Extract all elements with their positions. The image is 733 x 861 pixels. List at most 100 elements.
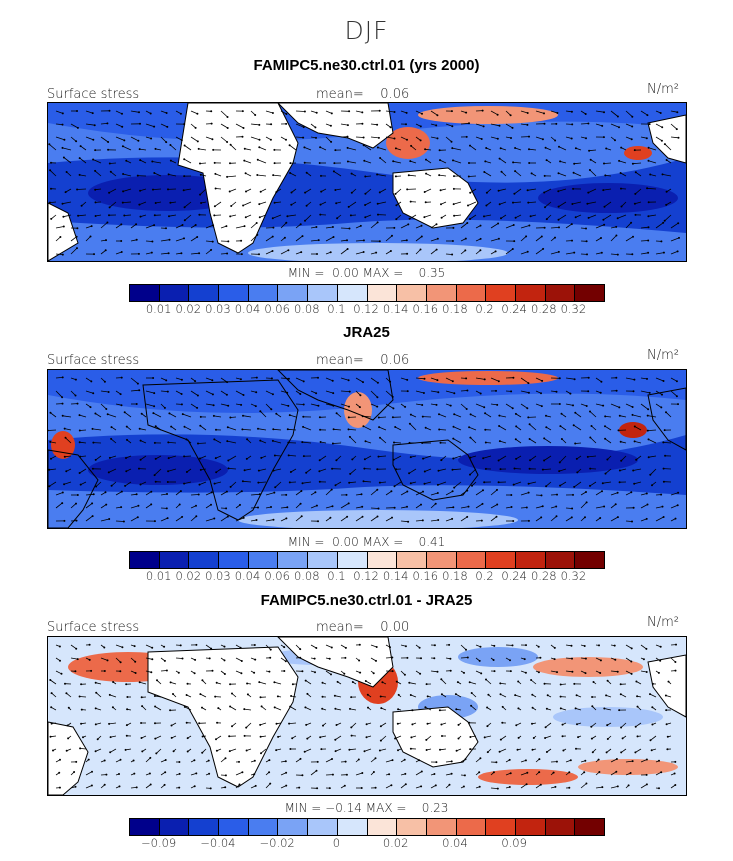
- wind-vector-head: [468, 426, 471, 429]
- wind-vector-head: [647, 251, 650, 254]
- wind-vector-head: [496, 113, 499, 116]
- colorbar-cell: [308, 552, 338, 568]
- wind-vector-head: [216, 721, 219, 724]
- wind-vector-head: [178, 786, 181, 789]
- wind-vector: [520, 772, 528, 776]
- wind-vector-head: [409, 160, 412, 163]
- wind-vector-head: [673, 772, 676, 775]
- wind-vector-head: [139, 483, 142, 486]
- wind-vector-head: [150, 503, 153, 506]
- wind-vector-head: [119, 758, 122, 761]
- wind-vector-head: [95, 691, 98, 694]
- wind-vector: [130, 377, 139, 384]
- wind-vector-head: [270, 123, 273, 126]
- wind-vector-head: [557, 190, 560, 193]
- wind-vector-head: [358, 643, 361, 646]
- wind-vector-head: [183, 206, 186, 209]
- colorbar-cell: [130, 552, 160, 568]
- wind-vector-head: [483, 481, 486, 484]
- wind-vector-head: [215, 471, 218, 474]
- wind-vector-head: [120, 223, 123, 226]
- wind-vector: [655, 390, 663, 395]
- wind-vector-head: [545, 751, 548, 753]
- wind-vector-head: [61, 402, 64, 405]
- wind-vector: [70, 247, 78, 255]
- wind-vector-head: [289, 162, 292, 165]
- wind-vector-head: [439, 159, 441, 162]
- colorbar-cell: [486, 819, 516, 835]
- wind-vector-head: [467, 175, 470, 178]
- wind-vector-head: [298, 786, 301, 789]
- wind-vector-head: [318, 416, 321, 419]
- wind-vector-head: [666, 748, 669, 751]
- wind-vector-head: [571, 670, 574, 673]
- wind-vector: [220, 123, 228, 129]
- wind-vector-head: [379, 725, 382, 728]
- wind-vector: [595, 786, 603, 789]
- wind-vector-head: [662, 251, 665, 254]
- wind-vector-head: [75, 647, 78, 650]
- wind-vector-head: [616, 491, 619, 494]
- wind-vector-head: [501, 705, 504, 708]
- wind-vector: [287, 428, 297, 431]
- wind-vector-head: [288, 414, 291, 417]
- wind-vector-head: [469, 144, 471, 147]
- wind-vector-head: [391, 234, 393, 237]
- wind-vector-head: [542, 247, 545, 250]
- wind-vector: [349, 748, 357, 751]
- wind-vector: [130, 505, 139, 509]
- wind-vector: [274, 481, 282, 488]
- wind-vector: [634, 426, 642, 431]
- wind-vector: [55, 253, 63, 255]
- wind-vector: [610, 110, 619, 117]
- wind-vector-head: [120, 506, 123, 509]
- wind-vector: [139, 188, 147, 192]
- wind-vector: [245, 722, 252, 728]
- wind-vector: [655, 403, 662, 408]
- wind-vector-head: [90, 669, 93, 672]
- colorbar-cell: [545, 285, 576, 301]
- wind-vector: [347, 161, 357, 164]
- wind-vector: [130, 110, 140, 113]
- wind-vector: [85, 503, 93, 509]
- wind-vector: [505, 248, 514, 255]
- wind-vector: [469, 468, 477, 475]
- wind-vector: [379, 748, 387, 751]
- wind-vector-head: [395, 204, 398, 207]
- wind-vector: [265, 403, 272, 410]
- wind-vector-head: [605, 751, 608, 754]
- wind-vector-head: [50, 706, 53, 709]
- colorbar-tick-label: 0.02: [382, 836, 409, 850]
- wind-vector-head: [466, 389, 469, 392]
- colorbar-cell: [189, 819, 220, 835]
- wind-vector: [340, 123, 348, 126]
- wind-vector-head: [180, 139, 183, 142]
- wind-vector-head: [239, 646, 242, 649]
- wind-vector-head: [77, 214, 80, 217]
- wind-vector-head: [361, 415, 364, 418]
- wind-vector-head: [544, 737, 547, 739]
- wind-vector-head: [451, 147, 454, 150]
- wind-vector: [260, 722, 267, 726]
- wind-vector-head: [110, 484, 113, 487]
- wind-vector: [325, 489, 332, 496]
- wind-vector-head: [425, 738, 428, 741]
- wind-vector-head: [645, 758, 648, 761]
- wind-vector: [273, 468, 282, 471]
- colorbar-cell: [248, 819, 279, 835]
- wind-vector-head: [404, 405, 407, 408]
- wind-vector-head: [589, 158, 592, 161]
- wind-vector-head: [358, 659, 361, 662]
- wind-vector-head: [376, 381, 379, 384]
- wind-vector: [385, 657, 393, 659]
- wind-vector-head: [499, 147, 502, 150]
- wind-vector-head: [375, 659, 377, 662]
- wind-vector-head: [646, 187, 649, 190]
- wind-vector-head: [586, 253, 588, 256]
- wind-vector-head: [406, 656, 409, 659]
- wind-vector: [108, 468, 117, 473]
- wind-vector-head: [241, 771, 244, 774]
- wind-vector: [250, 507, 259, 509]
- wind-vector-head: [634, 171, 637, 174]
- colorbar-cell: [515, 819, 546, 835]
